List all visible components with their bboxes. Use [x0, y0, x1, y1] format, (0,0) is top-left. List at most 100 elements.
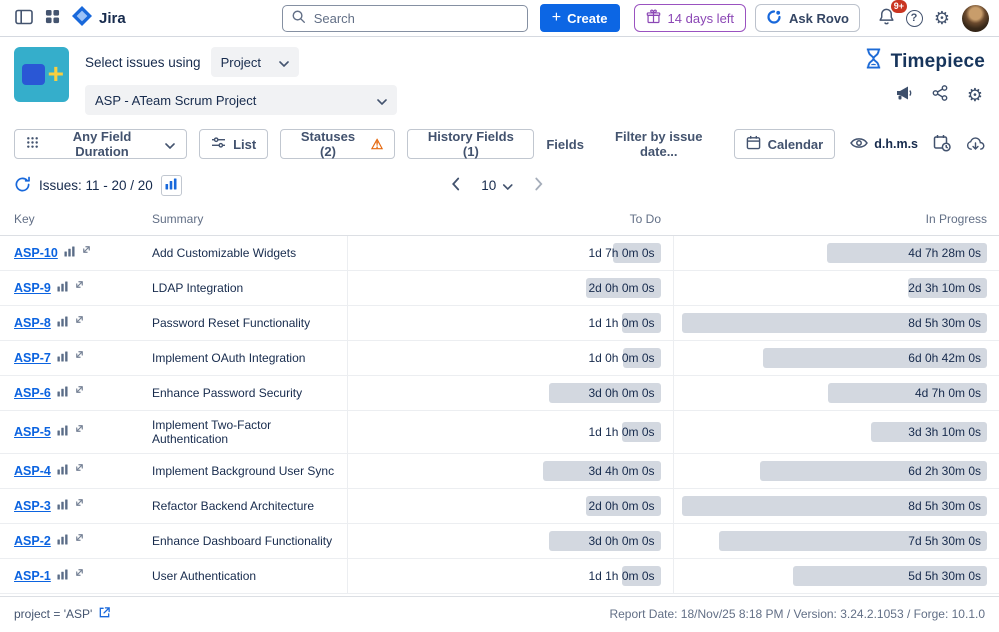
issue-chart-icon[interactable] [57, 534, 68, 548]
in-progress-duration-cell: 5d 5h 30m 0s [682, 566, 988, 586]
issue-expand-icon[interactable] [74, 314, 85, 325]
todo-duration-cell: 3d 4h 0m 0s [356, 461, 661, 481]
todo-duration-cell: 1d 7h 0m 0s [356, 243, 661, 263]
table-header-row: Key Summary To Do In Progress [0, 204, 999, 236]
trial-countdown-button[interactable]: 14 days left [634, 4, 747, 32]
time-format-button[interactable]: d.h.m.s [850, 136, 918, 153]
create-button[interactable]: + Create [540, 4, 620, 32]
issue-chart-icon[interactable] [57, 499, 68, 513]
todo-duration-cell: 3d 0h 0m 0s [356, 383, 661, 403]
issue-expand-icon[interactable] [74, 497, 85, 508]
issue-key-link[interactable]: ASP-5 [14, 425, 51, 439]
calendar-view-button[interactable]: Calendar [734, 129, 836, 159]
issue-summary: Refactor Backend Architecture [142, 489, 347, 524]
issue-key-link[interactable]: ASP-1 [14, 569, 51, 583]
settings-button[interactable]: ⚙ [928, 4, 956, 32]
duration-field-dropdown[interactable]: Any Field Duration [14, 129, 187, 159]
issue-key-link[interactable]: ASP-3 [14, 499, 51, 513]
issue-expand-icon[interactable] [74, 423, 85, 434]
list-view-button[interactable]: List [199, 129, 268, 159]
fields-button[interactable]: Fields [546, 137, 584, 152]
todo-duration-cell: 3d 0h 0m 0s [356, 531, 661, 551]
in-progress-duration-cell: 4d 7h 0m 0s [682, 383, 988, 403]
issue-expand-icon[interactable] [74, 384, 85, 395]
in-progress-duration-cell: 3d 3h 10m 0s [682, 422, 988, 442]
report-settings-button[interactable]: ⚙ [967, 86, 983, 104]
todo-duration-cell: 1d 0h 0m 0s [356, 348, 661, 368]
issue-date-filter[interactable]: Filter by issue date... [596, 129, 722, 159]
brand-name: Timepiece [891, 51, 985, 73]
chart-view-button[interactable] [161, 175, 182, 196]
issue-key-link[interactable]: ASP-2 [14, 534, 51, 548]
issue-source-select[interactable]: Project [211, 47, 299, 77]
user-avatar[interactable] [962, 5, 989, 32]
help-icon: ? [906, 10, 923, 27]
in-progress-duration-label: 4d 7h 28m 0s [908, 243, 981, 263]
next-page-button[interactable] [534, 177, 542, 194]
export-button[interactable] [966, 135, 985, 154]
chevron-down-icon [165, 137, 175, 152]
issue-expand-icon[interactable] [74, 349, 85, 360]
announcements-button[interactable] [895, 85, 913, 104]
jira-home-link[interactable]: Jira [72, 6, 126, 30]
help-button[interactable]: ? [900, 4, 928, 32]
app-switcher-button[interactable] [38, 4, 66, 32]
column-header-summary[interactable]: Summary [142, 204, 347, 236]
history-fields-button[interactable]: History Fields (1) [407, 129, 534, 159]
prev-page-button[interactable] [451, 177, 459, 194]
issues-count: Issues: 11 - 20 / 20 [39, 178, 153, 193]
chevron-right-icon [534, 179, 542, 194]
issue-key-link[interactable]: ASP-6 [14, 386, 51, 400]
in-progress-duration-cell: 8d 5h 30m 0s [682, 496, 988, 516]
issue-key-link[interactable]: ASP-9 [14, 281, 51, 295]
in-progress-duration-cell: 7d 5h 30m 0s [682, 531, 988, 551]
issue-key-link[interactable]: ASP-4 [14, 464, 51, 478]
hourglass-icon [863, 47, 884, 76]
issue-chart-icon[interactable] [57, 351, 68, 365]
search-input[interactable] [312, 10, 519, 27]
report-query-link[interactable]: project = 'ASP' [14, 606, 111, 622]
column-header-todo[interactable]: To Do [347, 204, 673, 236]
worklog-report-button[interactable] [933, 134, 951, 155]
page-size-select[interactable]: 10 [481, 178, 512, 193]
issue-expand-icon[interactable] [74, 462, 85, 473]
statuses-filter-button[interactable]: Statuses (2) ⚠ [280, 129, 395, 159]
issue-summary: Implement OAuth Integration [142, 341, 347, 376]
select-issues-label: Select issues using [85, 55, 201, 70]
chevron-down-icon [279, 55, 289, 70]
issue-chart-icon[interactable] [64, 246, 75, 260]
notifications-button[interactable]: 9+ [872, 4, 900, 32]
issue-chart-icon[interactable] [57, 386, 68, 400]
issue-key-link[interactable]: ASP-8 [14, 316, 51, 330]
share-button[interactable] [932, 85, 948, 104]
issue-chart-icon[interactable] [57, 425, 68, 439]
todo-duration-label: 2d 0h 0m 0s [588, 496, 654, 516]
issue-chart-icon[interactable] [57, 316, 68, 330]
app-name: Jira [99, 10, 126, 27]
todo-duration-label: 3d 4h 0m 0s [588, 461, 654, 481]
refresh-button[interactable] [14, 176, 31, 196]
project-select[interactable]: ASP - ATeam Scrum Project [85, 85, 397, 115]
issue-summary: Implement Background User Sync [142, 454, 347, 489]
issue-chart-icon[interactable] [57, 569, 68, 583]
todo-duration-label: 1d 0h 0m 0s [588, 348, 654, 368]
todo-duration-cell: 2d 0h 0m 0s [356, 496, 661, 516]
todo-duration-cell: 1d 1h 0m 0s [356, 566, 661, 586]
issue-expand-icon[interactable] [74, 279, 85, 290]
issue-expand-icon[interactable] [74, 532, 85, 543]
issue-expand-icon[interactable] [81, 244, 92, 255]
issue-expand-icon[interactable] [74, 567, 85, 578]
issue-chart-icon[interactable] [57, 281, 68, 295]
todo-duration-cell: 1d 1h 0m 0s [356, 422, 661, 442]
share-icon [932, 89, 948, 104]
issue-key-link[interactable]: ASP-10 [14, 246, 58, 260]
column-header-in-progress[interactable]: In Progress [673, 204, 999, 236]
sidebar-toggle-button[interactable] [10, 4, 38, 32]
todo-duration-label: 2d 0h 0m 0s [588, 278, 654, 298]
column-header-key[interactable]: Key [0, 204, 142, 236]
ask-rovo-button[interactable]: Ask Rovo [755, 4, 860, 32]
global-search[interactable] [282, 5, 528, 32]
issue-key-link[interactable]: ASP-7 [14, 351, 51, 365]
eye-icon [850, 136, 868, 153]
issue-chart-icon[interactable] [57, 464, 68, 478]
